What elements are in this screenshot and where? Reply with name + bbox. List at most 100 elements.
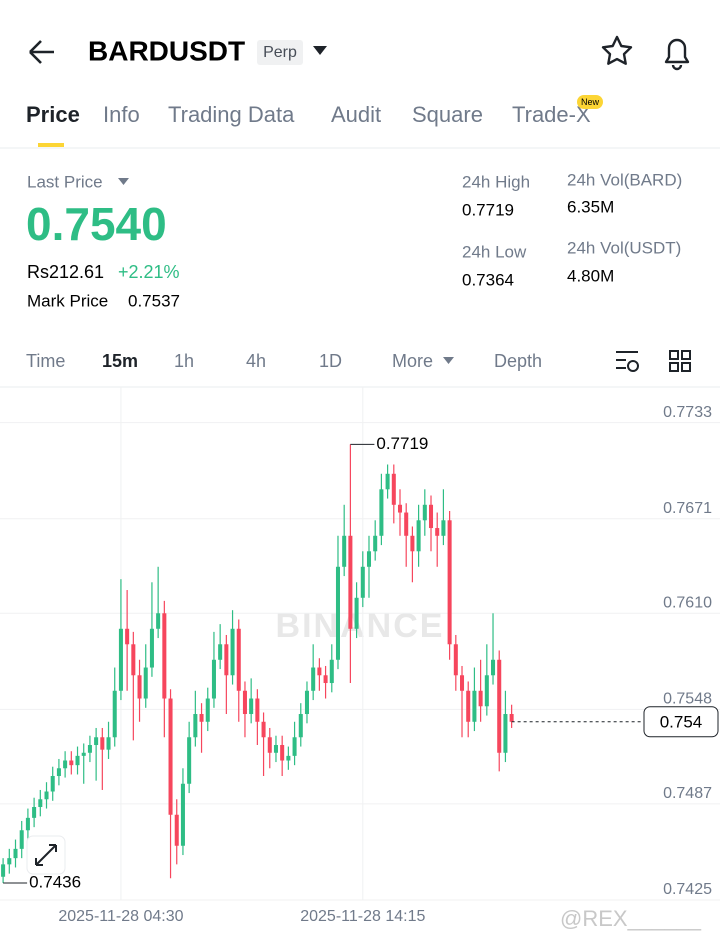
candle-body xyxy=(267,737,272,753)
candle-body xyxy=(143,667,148,699)
candle-body xyxy=(7,858,12,865)
new-badge: New xyxy=(581,97,600,107)
interval-bar: Time 15m 1h 4h 1D More Depth xyxy=(26,351,542,371)
candle-body xyxy=(106,737,111,750)
candle-body xyxy=(44,791,49,800)
last-price: 0.7540 xyxy=(26,198,167,250)
extreme-label: 0.7719 xyxy=(376,434,428,453)
interval-tab[interactable]: Depth xyxy=(494,351,542,371)
candle-body xyxy=(342,535,347,567)
symbol-dropdown[interactable] xyxy=(313,46,327,55)
candle-body xyxy=(168,698,173,815)
high-value: 0.7719 xyxy=(462,200,514,219)
credit: @REX______ xyxy=(560,906,702,931)
tab[interactable]: Trade-X xyxy=(512,102,591,127)
candle-body xyxy=(317,667,322,676)
candle-body xyxy=(348,535,353,629)
candle-body xyxy=(292,737,297,756)
candle-body xyxy=(156,613,161,629)
candle-body xyxy=(335,566,340,660)
tab[interactable]: Audit xyxy=(331,102,381,127)
candle-body xyxy=(193,714,198,738)
tab[interactable]: Price xyxy=(26,102,80,127)
candle-body xyxy=(453,644,458,676)
candle-body xyxy=(379,489,384,536)
y-tick-label: 0.7548 xyxy=(663,691,712,708)
vol-quote-value: 4.80M xyxy=(567,266,614,285)
last-price-dropdown[interactable] xyxy=(118,178,129,185)
extreme-label: 0.7436 xyxy=(29,872,81,891)
candle-body xyxy=(56,768,61,777)
low-value: 0.7364 xyxy=(462,270,514,289)
candle-body xyxy=(329,659,334,684)
low-label: 24h Low xyxy=(462,242,527,261)
candle-body xyxy=(410,535,415,552)
candle-body xyxy=(162,613,167,699)
candle-body xyxy=(422,504,427,521)
candle-body xyxy=(366,551,372,567)
interval-tab[interactable]: 4h xyxy=(246,351,266,371)
candle-body xyxy=(466,690,471,722)
candle-body xyxy=(75,755,80,766)
candle-body xyxy=(205,698,210,722)
favorite-button[interactable] xyxy=(601,35,633,65)
y-tick-label: 0.7733 xyxy=(663,404,712,421)
candle-body xyxy=(211,659,216,699)
candle-body xyxy=(199,714,204,722)
interval-tab[interactable]: More xyxy=(392,351,433,371)
chart: BINANCE 0.7733 0.7671 0.7610 0.7548 0.7487 0.7… xyxy=(0,387,720,931)
candle-body xyxy=(81,752,86,756)
symbol: BARDUSDT xyxy=(88,35,245,66)
mark-price: 0.7537 xyxy=(128,291,180,310)
x-tick-label: 2025-11-28 04:30 xyxy=(58,908,183,925)
vol-base-label: 24h Vol(BARD) xyxy=(567,170,682,189)
back-button[interactable] xyxy=(29,40,54,64)
candle-body xyxy=(460,675,465,691)
y-tick-label: 0.7487 xyxy=(663,785,712,802)
candle-body xyxy=(25,817,30,831)
interval-tab[interactable]: Time xyxy=(26,351,65,371)
candle-body xyxy=(242,690,247,715)
candle-body xyxy=(118,628,123,691)
fullscreen-icon xyxy=(35,844,57,866)
candle-body xyxy=(13,848,18,859)
layout-button[interactable] xyxy=(669,350,691,372)
interval-tab[interactable]: 1D xyxy=(319,351,342,371)
y-tick-label: 0.7671 xyxy=(663,500,712,517)
candle-body xyxy=(360,566,365,598)
candle-body xyxy=(149,628,154,668)
candle-body xyxy=(385,473,390,490)
candle-body xyxy=(478,690,483,707)
candle-body xyxy=(224,644,229,676)
interval-tab[interactable]: 1h xyxy=(174,351,194,371)
candle-body xyxy=(497,659,502,753)
candle-body xyxy=(1,864,6,877)
candle-body xyxy=(397,504,403,513)
candle-body xyxy=(112,690,117,738)
badge-bg xyxy=(257,40,303,65)
interval-tab[interactable]: 15m xyxy=(102,351,138,371)
tab[interactable]: Square xyxy=(412,102,483,127)
tab[interactable]: Info xyxy=(103,102,140,127)
indicator-settings[interactable] xyxy=(616,351,639,372)
more-dropdown[interactable] xyxy=(443,357,454,364)
candle-body xyxy=(69,760,74,766)
candle-body xyxy=(38,799,43,808)
alert-button[interactable] xyxy=(664,38,690,71)
candle-body xyxy=(484,675,489,707)
candle-body xyxy=(503,714,508,753)
high-label: 24h High xyxy=(462,172,530,191)
candle-body xyxy=(404,512,409,536)
perp-badge: Perp xyxy=(263,44,297,61)
candle-body xyxy=(273,745,278,753)
tab[interactable]: Trading Data xyxy=(168,102,295,127)
local-price: Rs212.61 xyxy=(27,262,104,282)
candle-body xyxy=(441,520,446,536)
last-price-box xyxy=(643,706,719,738)
candle-body xyxy=(509,714,514,722)
candle-body xyxy=(447,520,452,645)
candle-body xyxy=(255,698,260,722)
candle-body xyxy=(416,520,421,552)
x-tick-label: 2025-11-28 14:15 xyxy=(300,908,425,925)
